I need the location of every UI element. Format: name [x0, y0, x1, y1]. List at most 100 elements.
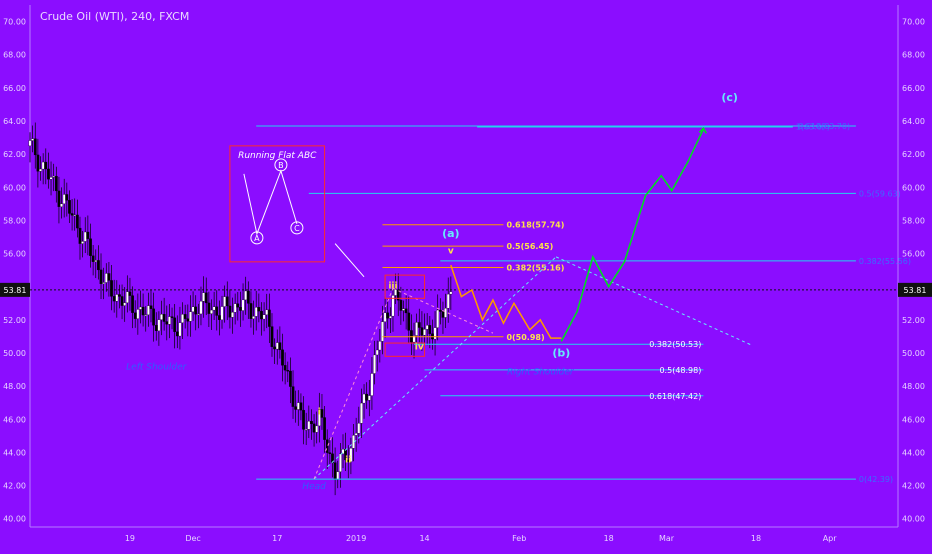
- candle-up: [160, 314, 163, 320]
- candle-down: [91, 255, 95, 262]
- candle-down: [260, 310, 263, 320]
- fib-label-cyan: 0(42.39): [859, 475, 893, 484]
- candle-up: [210, 309, 213, 314]
- candle-up: [415, 322, 419, 336]
- candle-down: [286, 370, 290, 372]
- y-tick-label-right: 56.00: [902, 250, 925, 259]
- candle-down: [47, 168, 50, 180]
- inset-pointer: [334, 243, 365, 278]
- fib-label-cyan: 1(63.67): [796, 122, 830, 131]
- inset-circle: [250, 231, 264, 245]
- y-tick-label-right: 60.00: [902, 183, 925, 192]
- candle-down: [218, 315, 221, 320]
- candle-down: [149, 305, 153, 309]
- candle-up: [31, 138, 34, 141]
- candle-down: [162, 314, 166, 322]
- candle-down: [131, 295, 134, 313]
- candle-down: [36, 154, 40, 172]
- x-tick-label: Dec: [185, 534, 200, 543]
- candle-down: [225, 296, 229, 307]
- x-tick-label: Feb: [512, 534, 526, 543]
- candle-down: [236, 303, 240, 308]
- candle-down: [399, 300, 403, 311]
- y-tick-label-right: 62.00: [902, 150, 925, 159]
- candle-down: [154, 325, 158, 331]
- candle-down: [54, 175, 58, 192]
- candle-down: [283, 365, 287, 371]
- fib-label-orange: 0.618(57.74): [506, 221, 564, 230]
- candle-up: [191, 306, 195, 312]
- candle-up: [199, 301, 203, 315]
- candle-down: [323, 417, 326, 440]
- fib-label-cyan: 0.5(48.98): [659, 366, 701, 375]
- x-tick-label: 14: [419, 534, 429, 543]
- candle-down: [112, 296, 116, 302]
- candle-down: [289, 370, 292, 387]
- candle-up: [354, 433, 358, 436]
- y-tick-label-left: 66.00: [3, 84, 26, 93]
- candle-up: [423, 329, 426, 336]
- candle-up: [39, 168, 42, 172]
- price-tag-left: [0, 282, 30, 297]
- candle-down: [365, 393, 369, 401]
- wave-label: i: [318, 407, 321, 417]
- candle-down: [302, 409, 305, 430]
- candle-down: [133, 312, 137, 319]
- candle-up: [244, 290, 248, 301]
- candle-down: [86, 231, 90, 239]
- candle-up: [136, 309, 140, 319]
- candle-up: [436, 309, 440, 328]
- candle-up: [265, 309, 269, 315]
- candle-up: [41, 161, 45, 170]
- y-tick-label-right: 44.00: [902, 448, 925, 457]
- candle-up: [375, 349, 379, 356]
- candle-down: [270, 326, 274, 347]
- candle-down: [407, 312, 411, 331]
- candle-down: [215, 306, 219, 316]
- candle-down: [404, 308, 408, 314]
- wedge-line-upper: [555, 256, 751, 346]
- candle-down: [249, 303, 253, 319]
- candle-up: [231, 312, 234, 318]
- candle-up: [189, 311, 192, 322]
- y-tick-label-left: 60.00: [3, 183, 26, 192]
- fib-label-cyan: 0.382(50.53): [649, 340, 701, 349]
- candle-down: [128, 291, 132, 296]
- candle-up: [241, 299, 245, 311]
- candle-up: [444, 308, 447, 318]
- x-tick-label: 18: [604, 534, 614, 543]
- candle-down: [346, 459, 350, 462]
- price-tag-right-label: 53.81: [904, 286, 927, 295]
- y-tick-label-left: 70.00: [3, 18, 26, 27]
- fib-label-cyan: 0.618(63.70): [798, 122, 850, 131]
- candle-down: [294, 406, 298, 410]
- candles: [28, 122, 453, 496]
- candle-down: [273, 346, 276, 350]
- y-tick-label-right: 70.00: [902, 18, 925, 27]
- inset-box: [229, 145, 326, 263]
- candle-down: [291, 386, 295, 407]
- candle-up: [315, 425, 319, 433]
- candle-down: [207, 302, 211, 314]
- candle-up: [275, 342, 279, 350]
- candle-down: [65, 194, 69, 201]
- candle-up: [433, 327, 437, 340]
- candle-down: [328, 452, 332, 454]
- inset-letter: C: [294, 224, 300, 233]
- candle-up: [202, 292, 205, 302]
- fib-label-orange: 0(50.98): [506, 333, 544, 342]
- y-tick-label-right: 68.00: [902, 51, 925, 60]
- candle-down: [278, 342, 282, 350]
- candle-up: [425, 325, 429, 330]
- candle-down: [312, 423, 316, 433]
- candle-down: [57, 190, 61, 207]
- fib-label-cyan: 0.618(47.42): [649, 392, 701, 401]
- inset-circle: [274, 158, 288, 172]
- candle-up: [73, 214, 77, 217]
- price-tag-right: [898, 282, 932, 297]
- y-tick-label-left: 62.00: [3, 150, 26, 159]
- candle-down: [386, 312, 390, 319]
- candle-up: [389, 315, 392, 319]
- candle-up: [60, 203, 63, 207]
- candle-down: [257, 307, 261, 312]
